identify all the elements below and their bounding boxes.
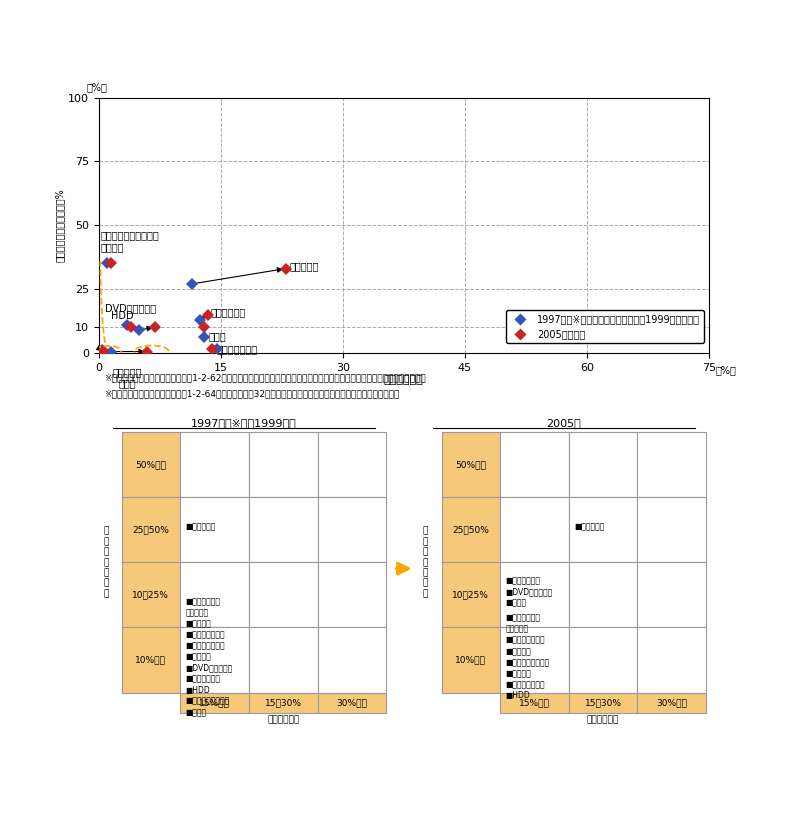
Text: 50%以上: 50%以上 [136, 460, 166, 469]
Bar [249, 693, 318, 713]
Text: 携帯電話端末: 携帯電話端末 [211, 307, 246, 317]
Bar [249, 433, 318, 498]
Bar [441, 498, 500, 563]
Text: 30%以上: 30%以上 [656, 698, 687, 707]
Bar [249, 498, 318, 563]
Bar [249, 628, 318, 693]
Bar [569, 628, 637, 693]
Bar [569, 433, 637, 498]
Bar [122, 628, 180, 693]
Text: 30%以上: 30%以上 [336, 698, 367, 707]
Bar [318, 693, 386, 713]
Text: DVDプレーヤー: DVDプレーヤー [105, 303, 156, 313]
X-axis label: 輸出額シェア: 輸出額シェア [384, 376, 424, 385]
Text: 液晶パネル: 液晶パネル [290, 261, 319, 271]
Bar [569, 563, 637, 628]
Text: 輸出額シェア: 輸出額シェア [267, 715, 299, 725]
Text: （%）: （%） [716, 365, 736, 376]
Bar [637, 628, 706, 693]
Text: ■液晶パネル: ■液晶パネル [186, 522, 216, 531]
Text: ※　横軸の輸出額シェアは、図表1-2-64で用いた世界（32箇国）の輸出額合計に占める韓国の輸出額の割合を示す: ※ 横軸の輸出額シェアは、図表1-2-64で用いた世界（32箇国）の輸出額合計に… [105, 389, 400, 398]
Text: 10～25%: 10～25% [452, 590, 489, 599]
Bar [122, 563, 180, 628]
Bar [318, 563, 386, 628]
Text: 15%未満: 15%未満 [519, 698, 550, 707]
Bar [637, 693, 706, 713]
Text: デスクトップパソコン
ルーター: デスクトップパソコン ルーター [101, 230, 160, 252]
Bar [500, 433, 569, 498]
Text: 50%以上: 50%以上 [455, 460, 486, 469]
Text: HDD: HDD [110, 311, 133, 321]
Text: 10%未満: 10%未満 [455, 655, 486, 664]
Bar [500, 498, 569, 563]
Text: 輸出額シェア: 輸出額シェア [587, 715, 619, 725]
Bar [637, 563, 706, 628]
Text: 世
界
市
場
シ
ェ
ア: 世 界 市 場 シ ェ ア [103, 527, 109, 598]
Text: ■デスクトップ
　パソコン
■ノートパソコン
■サーバー
■ブラウン管テレビ
■ルーター
■デジタルカメラ
■HDD: ■デスクトップ パソコン ■ノートパソコン ■サーバー ■ブラウン管テレビ ■ル… [506, 614, 550, 700]
Y-axis label: 世界市場シェア上位企業%: 世界市場シェア上位企業% [55, 189, 65, 262]
Text: 半導体: 半導体 [208, 331, 226, 341]
Text: 世
界
市
場
シ
ェ
ア: 世 界 市 場 シ ェ ア [423, 527, 429, 598]
Text: 15～30%: 15～30% [585, 698, 622, 707]
Text: （%）: （%） [87, 82, 107, 92]
Bar [180, 693, 249, 713]
Text: デジタルカメラ: デジタルカメラ [217, 344, 258, 354]
Legend: 1997年（※世界市場シェアの一部は1999年）データ, 2005年データ: 1997年（※世界市場シェアの一部は1999年）データ, 2005年データ [507, 311, 704, 343]
Bar [441, 433, 500, 498]
Bar [318, 628, 386, 693]
Bar [318, 498, 386, 563]
Bar [180, 498, 249, 563]
Bar [180, 433, 249, 498]
Bar [569, 693, 637, 713]
Text: ■携帯電話端末
■DVDプレーヤー
■半導体: ■携帯電話端末 ■DVDプレーヤー ■半導体 [506, 576, 553, 607]
Bar [569, 498, 637, 563]
Text: 15%未満: 15%未満 [199, 698, 230, 707]
Bar [500, 693, 569, 713]
Bar [500, 628, 569, 693]
Bar [180, 563, 249, 628]
Text: 15～30%: 15～30% [265, 698, 302, 707]
Bar [441, 563, 500, 628]
Text: ブラウン管
テレビ: ブラウン管 テレビ [113, 367, 142, 389]
Bar [249, 563, 318, 628]
Bar [441, 628, 500, 693]
Bar [637, 498, 706, 563]
Text: ■液晶パネル: ■液晶パネル [574, 522, 605, 531]
Bar [122, 498, 180, 563]
Text: ■デスクトップ
　パソコン
■サーバー
■ノートパソコン
■デジタルカメラ
■ルーター
■DVDプレーヤー
■携帯電話端末
■HDD
■ブラウン管テレビ
■半導: ■デスクトップ パソコン ■サーバー ■ノートパソコン ■デジタルカメラ ■ルー… [186, 597, 233, 717]
Bar [180, 628, 249, 693]
Bar [122, 433, 180, 498]
Bar [637, 433, 706, 498]
Text: 25～50%: 25～50% [452, 525, 489, 534]
Bar [500, 563, 569, 628]
Text: ※　縦軸の世界市場シェアは、図表1-2-62で用いたデータを使用しており、上位に含まれる韓国ベンダーのシェアの合計である: ※ 縦軸の世界市場シェアは、図表1-2-62で用いたデータを使用しており、上位に… [105, 373, 426, 382]
Text: 25～50%: 25～50% [132, 525, 169, 534]
Text: 10～25%: 10～25% [132, 590, 169, 599]
Text: 1997年（※一部1999年）: 1997年（※一部1999年） [191, 419, 297, 428]
Text: 2005年: 2005年 [546, 419, 582, 428]
Text: 10%未満: 10%未満 [136, 655, 166, 664]
Bar [318, 433, 386, 498]
